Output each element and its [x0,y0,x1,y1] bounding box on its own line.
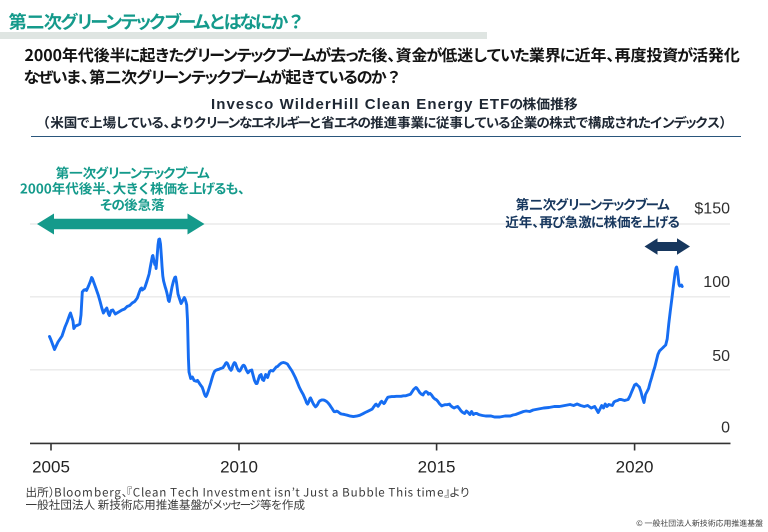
svg-text:50: 50 [712,348,730,365]
svg-text:$150: $150 [694,201,730,218]
svg-text:0: 0 [721,419,730,436]
svg-text:2005: 2005 [32,458,70,477]
svg-text:2015: 2015 [418,458,456,477]
svg-text:Invesco WilderHill Clean Energ: Invesco WilderHill Clean Energy ETF [211,96,510,113]
svg-text:2020: 2020 [616,458,654,477]
svg-text:2010: 2010 [220,458,258,477]
svg-text:100: 100 [703,274,730,291]
